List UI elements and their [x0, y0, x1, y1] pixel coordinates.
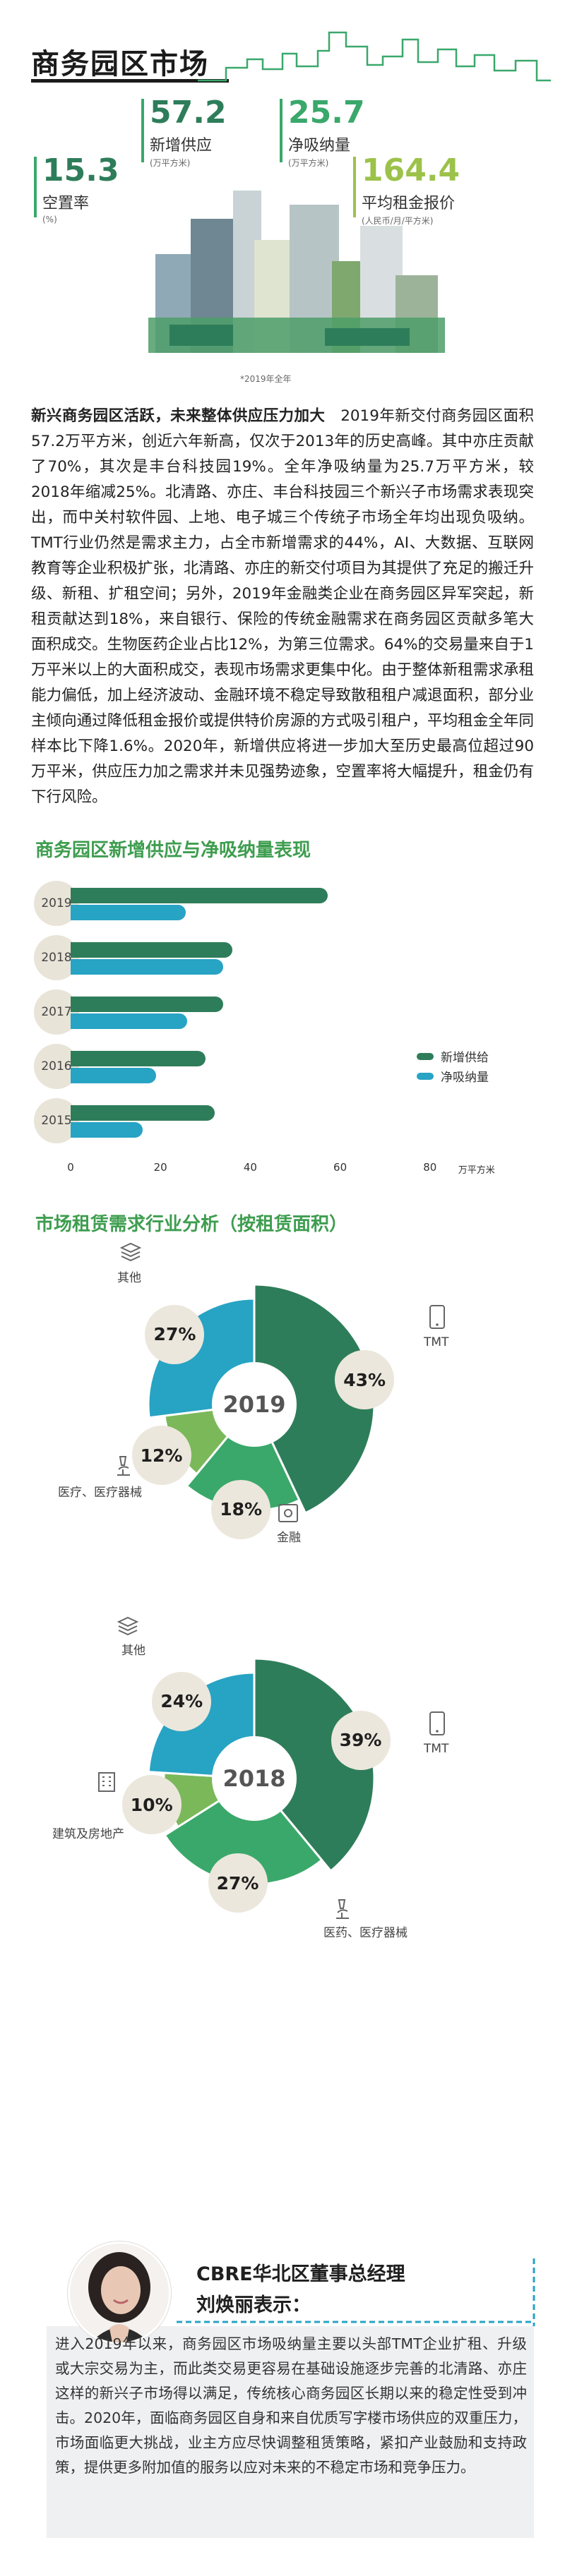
title-underline — [31, 79, 229, 83]
supply-bar-2019 — [71, 888, 328, 903]
stat-unit: (人民币/月/平方米) — [362, 216, 434, 226]
stat-unit: (万平方米) — [150, 158, 191, 168]
building-icon — [98, 1772, 115, 1792]
pie-value-label: 27% — [208, 1853, 268, 1913]
microscope-icon — [336, 1899, 349, 1919]
quote-box — [47, 2326, 534, 2538]
pie-value-label: 10% — [121, 1775, 182, 1835]
stat-label: 净吸纳量 — [288, 137, 351, 155]
legend-swatch-absorb — [417, 1073, 434, 1080]
layers-icon — [117, 1616, 138, 1636]
microscope-icon — [117, 1456, 130, 1476]
legend-label-supply: 新增供给 — [441, 1051, 489, 1065]
quote-text: 进入2019年以来，商务园区市场吸纳量主要以头部TMT企业扩租、升级或大宗交易为… — [55, 2335, 527, 2476]
stat-rent: 164.4 平均租金报价 (人民币/月/平方米) — [362, 155, 460, 227]
stat-value: 25.7 — [288, 95, 365, 131]
stat-supply: 57.2 新增供应 (万平方米) — [150, 97, 227, 169]
quote-speaker-name: 刘焕丽表示： — [196, 2294, 311, 2316]
category-other: 其他 — [121, 1644, 145, 1658]
quote-speaker-title: CBRE华北区董事总经理 — [196, 2263, 405, 2285]
stat-accent — [141, 99, 144, 162]
article-body: 新兴商务园区活跃，未来整体供应压力加大 2019年新交付商务园区面积57.2万平… — [31, 404, 534, 810]
x-tick-label: 60 — [333, 1161, 347, 1174]
pie-value-label: 24% — [152, 1671, 212, 1731]
supply-bar-2016 — [71, 1051, 206, 1066]
x-tick-label: 0 — [67, 1161, 74, 1174]
bar-chart: 2019 2018 2017 2016 2015 0 20 40 60 80 万平方米 新增供给 净吸纳… — [0, 868, 565, 1179]
stat-label: 空置率 — [42, 195, 90, 212]
stat-accent — [353, 157, 356, 217]
pie-value-label: 12% — [131, 1426, 191, 1486]
infographic-caption: *2019年全年 — [240, 374, 292, 384]
article-text: 2019年新交付商务园区面积57.2万平方米，创近六年新高，仅次于2013年的历… — [31, 407, 534, 806]
pie-value-label: 39% — [331, 1710, 391, 1770]
pie-value-label: 43% — [335, 1350, 395, 1410]
supply-bar-2018 — [71, 942, 232, 958]
bar-chart-title: 商务园区新增供应与净吸纳量表现 — [35, 840, 311, 861]
quote-divider — [177, 2321, 534, 2323]
mobile-icon — [429, 1711, 445, 1735]
stat-absorb: 25.7 净吸纳量 (万平方米) — [288, 97, 365, 169]
stat-label: 新增供应 — [150, 137, 213, 155]
absorb-bar-2017 — [71, 1013, 188, 1029]
page-title: 商务园区市场 — [31, 48, 209, 80]
safe-icon — [278, 1504, 298, 1522]
stat-accent — [280, 99, 282, 162]
pie-center-year: 2019 — [212, 1362, 297, 1447]
category-other: 其他 — [117, 1271, 141, 1285]
skyline-outline — [198, 31, 551, 82]
portrait-illustration — [70, 2244, 169, 2342]
x-tick-label: 80 — [423, 1161, 437, 1174]
x-tick-label: 40 — [243, 1161, 257, 1174]
stat-value: 164.4 — [362, 152, 460, 188]
category-tmt: TMT — [424, 1335, 449, 1349]
pie-value-label: 18% — [211, 1479, 271, 1539]
x-axis-unit: 万平方米 — [458, 1165, 495, 1176]
absorb-bar-2015 — [71, 1122, 143, 1138]
absorb-bar-2016 — [71, 1068, 156, 1083]
category-medical: 医疗、医疗器械 — [58, 1486, 142, 1500]
legend-label-absorb: 净吸纳量 — [441, 1071, 489, 1085]
absorb-bar-2019 — [71, 905, 186, 920]
pie-center-year: 2018 — [212, 1736, 297, 1821]
category-tmt: TMT — [424, 1742, 449, 1756]
avatar — [68, 2241, 171, 2345]
stat-unit: (%) — [42, 215, 57, 224]
stat-value: 57.2 — [150, 95, 227, 131]
supply-bar-2017 — [71, 997, 224, 1012]
supply-bar-2015 — [71, 1105, 215, 1121]
absorb-bar-2018 — [71, 959, 224, 975]
pie-value-label: 27% — [145, 1304, 205, 1364]
layers-icon — [120, 1242, 141, 1262]
stat-value: 15.3 — [42, 152, 119, 188]
building-illustration — [148, 191, 445, 353]
stat-vacancy: 15.3 空置率 (%) — [42, 152, 119, 225]
mobile-icon — [429, 1305, 445, 1329]
stat-label: 平均租金报价 — [362, 195, 456, 212]
article-lead: 新兴商务园区活跃，未来整体供应压力加大 — [31, 407, 326, 425]
stat-accent — [34, 157, 37, 217]
category-finance: 金融 — [277, 1531, 301, 1545]
category-construction: 建筑及房地产 — [52, 1827, 124, 1841]
legend-swatch-supply — [417, 1053, 434, 1060]
stat-unit: (万平方米) — [288, 158, 329, 168]
pie-section-title: 市场租赁需求行业分析（按租赁面积） — [35, 1214, 348, 1235]
category-medical: 医药、医疗器械 — [323, 1926, 408, 1940]
quote-divider-vertical — [533, 2258, 535, 2326]
x-tick-label: 20 — [153, 1161, 167, 1174]
